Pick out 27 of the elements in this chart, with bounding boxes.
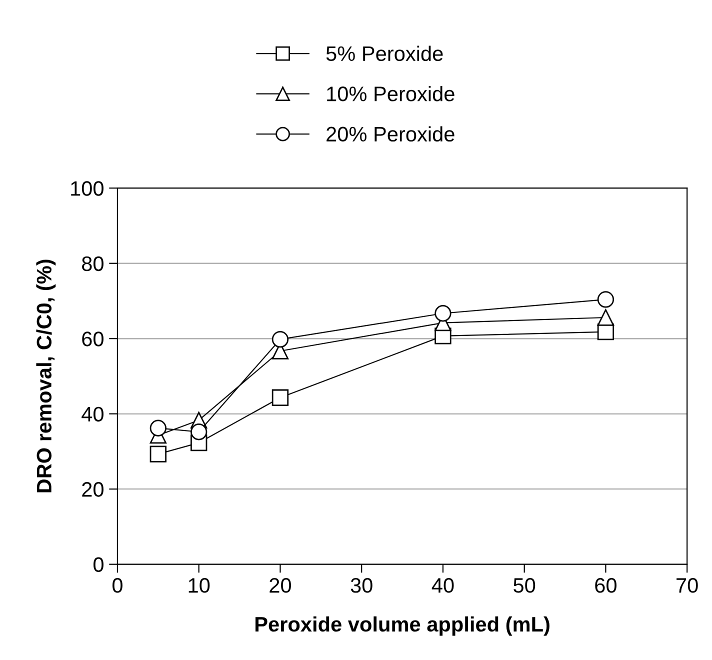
y-tick-label: 60 xyxy=(82,332,104,346)
x-tick-label: 60 xyxy=(595,578,616,593)
y-tick-label: 80 xyxy=(82,256,104,272)
point xyxy=(434,305,452,322)
point xyxy=(597,309,614,326)
x-tick-label: 70 xyxy=(676,578,698,593)
point xyxy=(190,424,208,440)
point xyxy=(272,389,289,406)
x-tick-label: 0 xyxy=(112,578,122,593)
y-axis-title: DRO removal, C/C0, (%) xyxy=(36,260,56,492)
x-axis-title: Peroxide volume applied (mL) xyxy=(256,616,550,636)
x-tick-label: 50 xyxy=(514,578,536,593)
point xyxy=(150,446,166,462)
y-tick-label: 0 xyxy=(94,557,104,572)
point xyxy=(597,291,614,308)
y-tick-label: 40 xyxy=(82,406,104,422)
x-tick-label: 10 xyxy=(188,578,210,593)
point xyxy=(272,331,289,348)
x-tick-label: 30 xyxy=(350,578,372,593)
point xyxy=(150,420,166,436)
y-tick-label: 100 xyxy=(71,181,104,196)
legend-label: 20% Peroxide xyxy=(326,126,454,142)
x-tick-label: 40 xyxy=(432,578,454,593)
legend-label: 5% Peroxide xyxy=(326,46,443,62)
x-tick-label: 20 xyxy=(270,578,291,593)
legend-label: 10% Peroxide xyxy=(327,86,454,102)
y-tick-label: 20 xyxy=(82,482,104,497)
